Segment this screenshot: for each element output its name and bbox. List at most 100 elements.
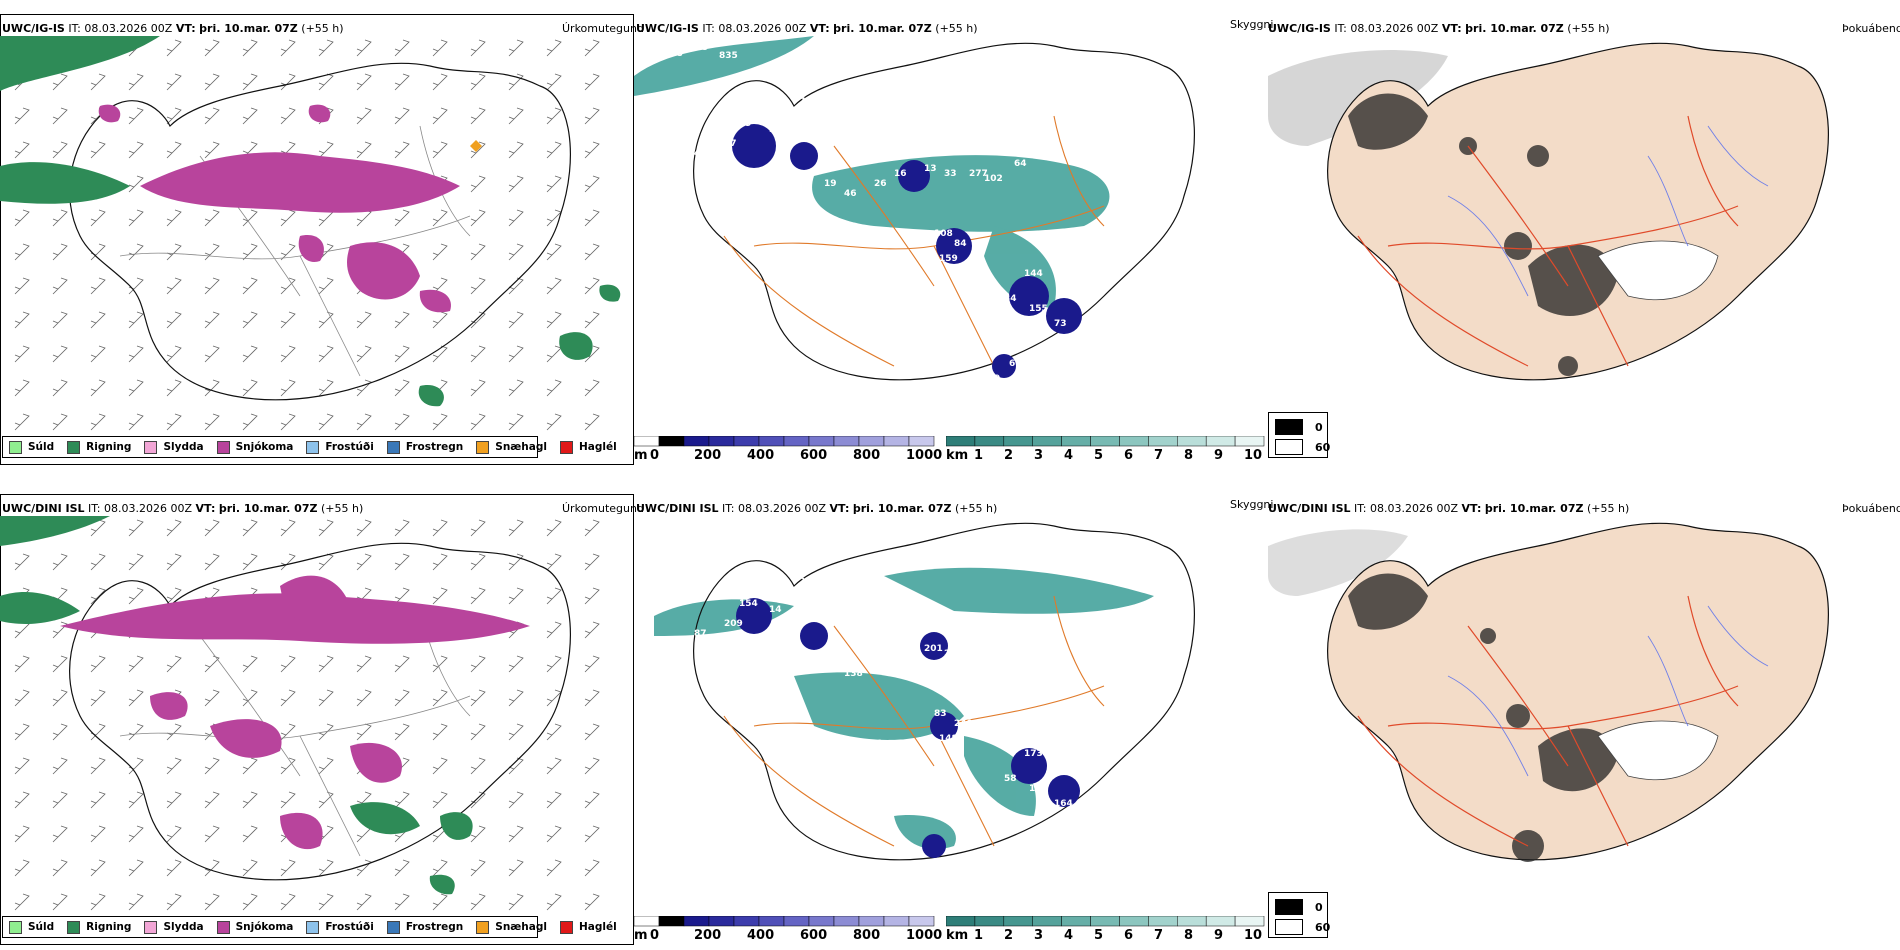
wind-barb — [508, 345, 524, 363]
wind-barb — [584, 73, 600, 91]
wind-barb — [470, 345, 486, 363]
wind-barb — [394, 553, 410, 571]
colorbar-tick: 800 — [853, 448, 881, 463]
wind-barb — [394, 859, 410, 877]
colorbar-cell — [783, 436, 810, 447]
colorbar-cell — [858, 916, 885, 927]
wind-barb — [318, 757, 334, 775]
colorbar-tick: 800 — [853, 928, 881, 943]
wind-barb — [394, 379, 410, 397]
wind-barb — [280, 345, 296, 363]
it-label: IT: — [68, 22, 81, 35]
fog-dark-areas — [1348, 93, 1618, 376]
wind-barb — [14, 209, 30, 227]
legend-swatch — [9, 440, 22, 454]
spot-label: 87 — [694, 629, 707, 639]
wind-barb — [508, 243, 524, 261]
spot-label: 132 — [1029, 784, 1048, 794]
wind-barb — [166, 553, 182, 571]
wind-barb — [318, 655, 334, 673]
colorbar-cell — [758, 916, 785, 927]
colorbar-tick: 200 — [694, 448, 722, 463]
colorbar-cell — [1003, 916, 1033, 927]
wind-barb — [166, 655, 182, 673]
wind-barb — [128, 345, 144, 363]
wind-barb — [242, 413, 258, 431]
wind-barb — [204, 277, 220, 295]
wind-barb — [432, 723, 448, 741]
legend-swatch — [216, 440, 230, 454]
wind-barb — [128, 553, 144, 571]
wind-barb — [432, 655, 448, 673]
fog-legend-row-0: 0 — [1275, 419, 1323, 435]
legend-swatch — [386, 920, 400, 934]
colorbar-cell — [1061, 436, 1091, 447]
legend-label: Snjókoma — [235, 441, 294, 453]
wind-barb — [546, 413, 562, 431]
spot-label: 100 — [864, 739, 883, 749]
wind-barb — [90, 825, 106, 843]
fog-legend-row-1: 60 — [1275, 919, 1330, 935]
spot-label: 168 — [664, 529, 683, 539]
legend-label: Snæhagl — [495, 441, 547, 453]
legend-item-snaehagl: Snæhagl — [476, 440, 547, 454]
snow-areas — [98, 104, 460, 313]
it-value: 08.03.2026 00Z — [104, 502, 193, 515]
wind-barb — [90, 757, 106, 775]
wind-barb — [394, 519, 410, 537]
wind-barb — [508, 73, 524, 91]
it-value: 08.03.2026 00Z — [1350, 22, 1439, 35]
legend-swatch — [559, 440, 573, 454]
wind-barb — [432, 519, 448, 537]
wind-barb — [242, 277, 258, 295]
fog-map — [1268, 42, 1829, 381]
wind-barb — [128, 689, 144, 707]
legend-swatch — [559, 920, 573, 934]
spot-label: 299 — [799, 577, 818, 587]
wind-barb — [394, 791, 410, 809]
wind-barb — [546, 73, 562, 91]
colorbar-unit-km: km — [946, 928, 969, 943]
wind-barb — [242, 859, 258, 877]
wind-barb — [166, 107, 182, 125]
spot-label: 26 — [874, 179, 887, 189]
map-frame — [0, 14, 634, 465]
colorbar-cell — [783, 916, 810, 927]
panel-field-name: Skyggni — [1230, 18, 1274, 31]
wind-barb — [394, 893, 410, 911]
legend-item-frostudi: Frostúði — [306, 440, 374, 454]
wind-barb — [432, 893, 448, 911]
coastline — [693, 42, 1195, 381]
wind-barb — [52, 311, 68, 329]
wind-barb — [394, 311, 410, 329]
fog-legend: 0 60 — [1268, 892, 1330, 938]
wind-barb — [204, 553, 220, 571]
wind-barb — [318, 723, 334, 741]
spot-label: 58 — [1004, 774, 1017, 784]
wind-barb — [128, 893, 144, 911]
wind-barb — [508, 39, 524, 57]
legend-item-slydda: Slydda — [144, 920, 204, 934]
wind-barb — [14, 243, 30, 261]
wind-barb — [584, 277, 600, 295]
colorbar-cell — [808, 436, 835, 447]
wind-barb — [204, 379, 220, 397]
legend-swatch — [386, 440, 400, 454]
colorbar-cell — [974, 916, 1005, 927]
wind-barb — [204, 73, 220, 91]
rivers — [1447, 605, 1769, 777]
lead-time: (+55 h) — [954, 502, 998, 515]
it-value: 08.03.2026 00Z — [84, 22, 173, 35]
colorbar-ticks-m: 0 200 400 600 800 1000 — [634, 448, 944, 464]
wind-barb — [90, 689, 106, 707]
legend-label: Haglél — [578, 441, 617, 453]
wind-barb — [242, 553, 258, 571]
colorbar-ticks-km: 1 2 3 4 5 6 7 8 9 10 — [946, 928, 1276, 944]
wind-barb — [166, 345, 182, 363]
wind-barb — [166, 141, 182, 159]
fog-dark-areas — [1348, 573, 1618, 862]
panel-title: UWC/IG-IS IT: 08.03.2026 00Z VT: þri. 10… — [1268, 22, 1610, 35]
colorbar-tick: 3 — [1034, 928, 1044, 943]
wind-barb — [470, 311, 486, 329]
spot-label: 244 — [944, 649, 963, 659]
